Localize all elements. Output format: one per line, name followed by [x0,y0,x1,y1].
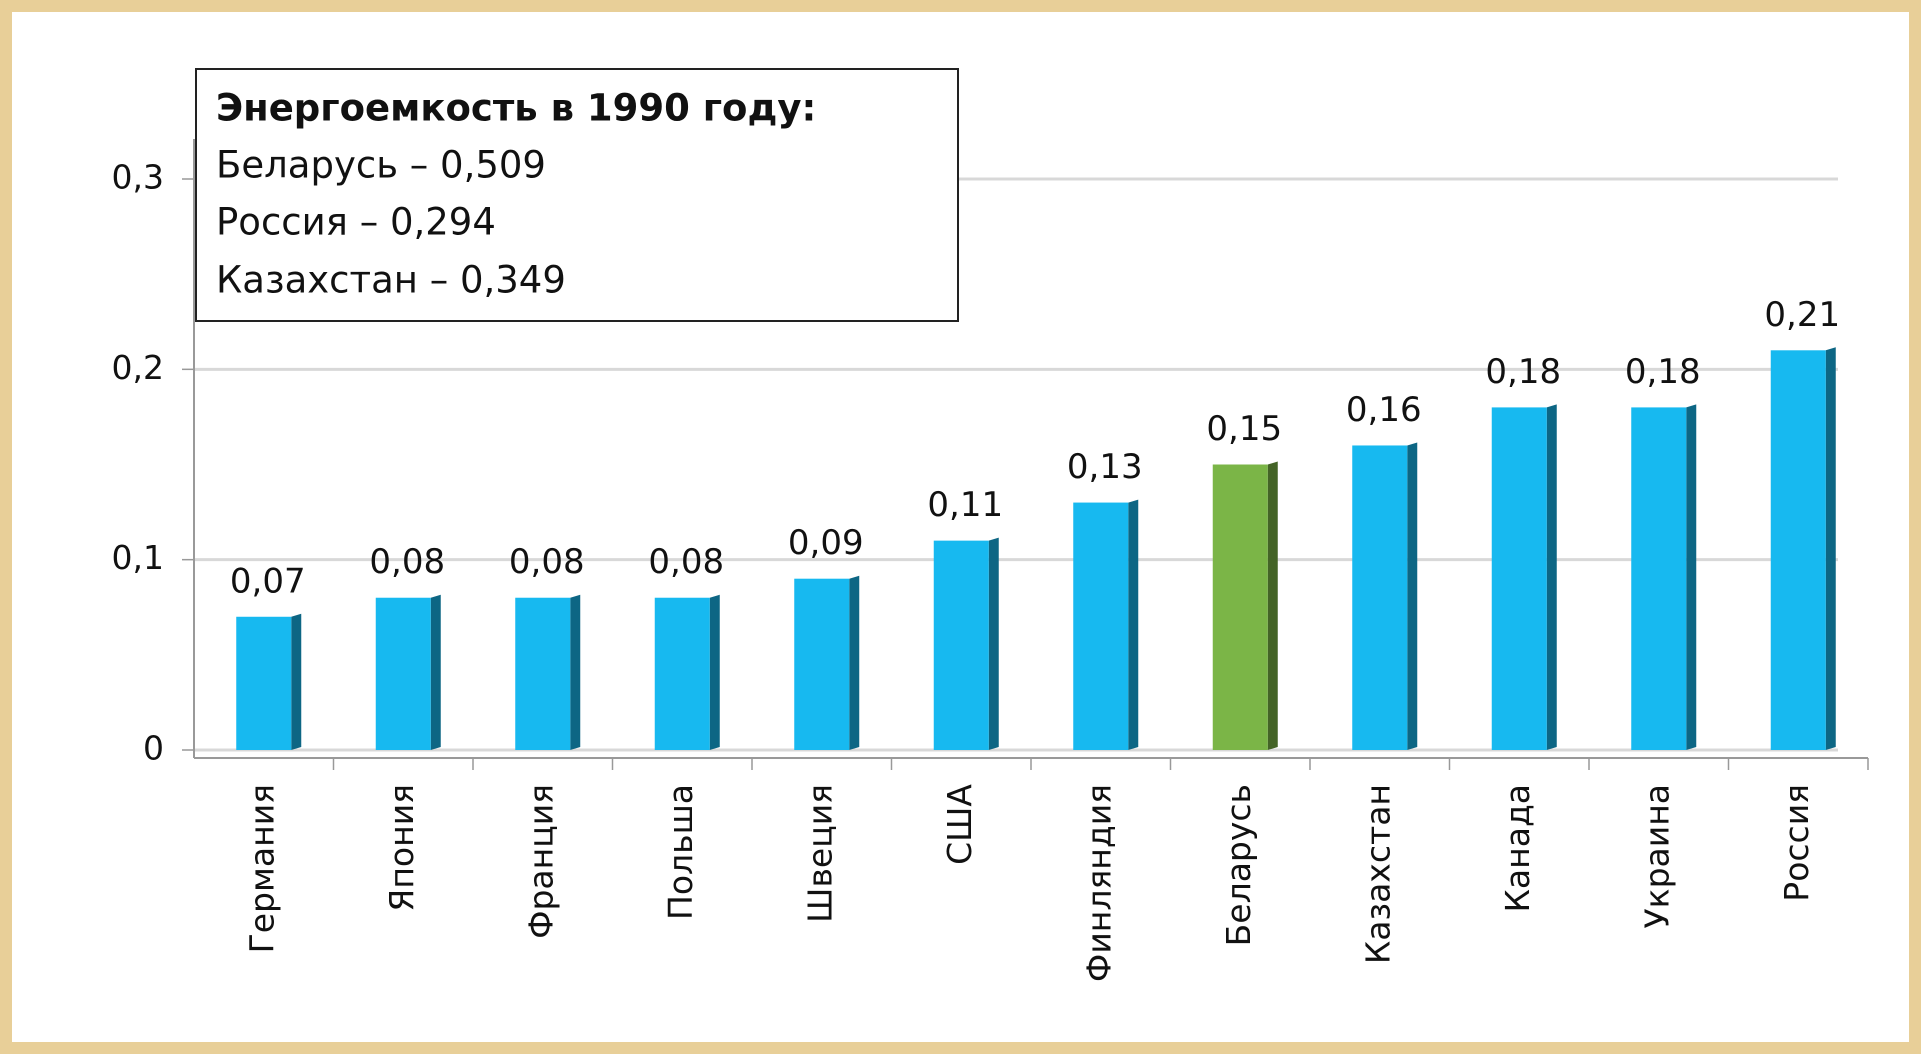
x-tick-label: Польша [661,784,700,920]
y-tick-label: 0,3 [112,158,164,197]
value-label: 0,13 [1067,447,1143,487]
bar-side [849,575,860,750]
value-label: 0,08 [648,542,724,582]
x-tick-label: Украина [1637,784,1676,928]
value-label: 0,18 [1485,352,1561,392]
bar-side [1686,404,1697,750]
bar-side [709,594,720,750]
x-tick-label: Канада [1498,784,1537,913]
bar [1073,502,1129,750]
bar [1491,407,1547,750]
bar-side [1407,442,1418,750]
x-tick-label: Швеция [800,784,839,923]
y-tick-label: 0,1 [112,538,164,577]
value-label: 0,16 [1346,390,1422,430]
x-tick-label: Германия [242,784,281,953]
bar [794,578,850,750]
x-tick-label: Япония [382,784,421,912]
x-tick-label: Франция [521,784,560,939]
annotation-line: Беларусь – 0,509 [216,144,546,187]
x-tick-label: Казахстан [1358,784,1397,964]
bar [515,597,571,750]
bar [1770,350,1826,750]
bar [654,597,710,750]
bar-side [1128,499,1139,750]
value-label: 0,08 [369,542,445,582]
x-tick-label: США [940,784,979,865]
value-label: 0,21 [1764,295,1840,335]
bar-side [1825,347,1836,750]
bar [236,616,292,750]
annotation-line: Казахстан – 0,349 [216,259,566,302]
bar [1212,464,1268,750]
value-label: 0,18 [1625,352,1701,392]
bar [1352,445,1408,750]
bar-side [570,594,581,750]
x-tick-label: Россия [1777,784,1816,902]
value-label: 0,08 [509,542,585,582]
bar [1631,407,1687,750]
bar-side [1267,461,1278,750]
annotation-title: Энергоемкость в 1990 году: [216,87,816,130]
y-tick-label: 0 [143,729,164,768]
bar-side [291,613,302,750]
bar-side [988,537,999,750]
annotation-line: Россия – 0,294 [216,201,496,244]
value-label: 0,11 [927,485,1003,525]
bar-side [430,594,441,750]
x-tick-label: Финляндия [1079,784,1118,982]
bar [375,597,431,750]
bar [933,540,989,750]
y-tick-label: 0,2 [112,348,164,387]
value-label: 0,15 [1206,409,1282,449]
value-label: 0,07 [230,561,306,601]
bar-side [1546,404,1557,750]
value-label: 0,09 [788,523,864,563]
x-tick-label: Беларусь [1219,784,1258,946]
plot-area: 0 0,1 0,2 0,3 Германия 0,07 Япония 0,08 Франция 0… [112,139,1869,982]
annotation-box [195,68,959,322]
